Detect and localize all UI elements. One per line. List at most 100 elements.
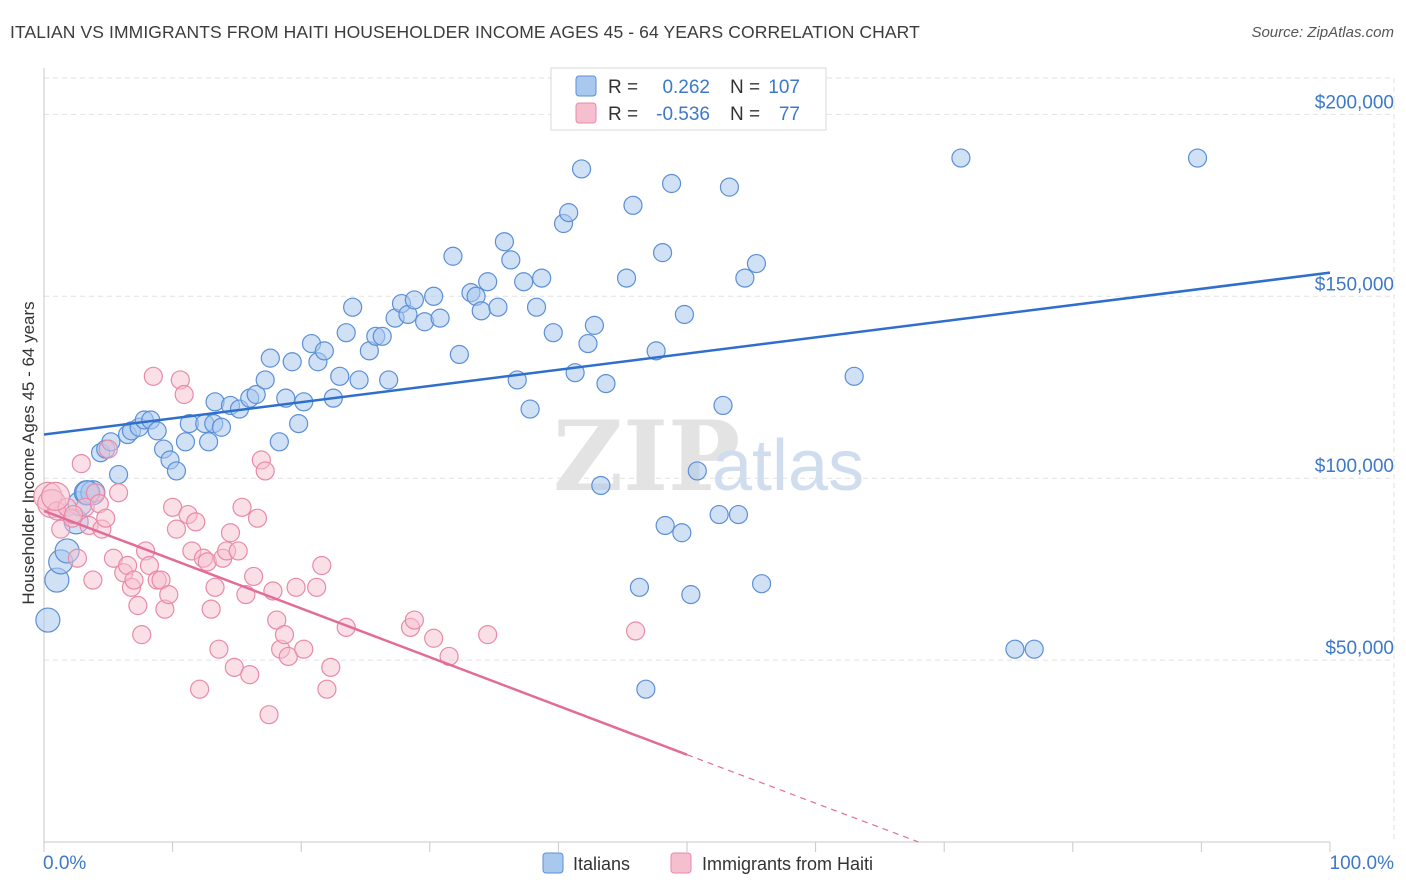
haiti-trend-line xyxy=(43,509,688,756)
haiti-point-37 xyxy=(186,512,206,532)
haiti-point-38 xyxy=(190,679,210,699)
haiti-point-61 xyxy=(278,646,298,667)
italians-point-17 xyxy=(147,421,167,441)
haiti-point-51 xyxy=(240,665,260,685)
italians-point-77 xyxy=(578,333,598,354)
italians-point-98 xyxy=(746,253,767,274)
italians-point-43 xyxy=(330,366,350,386)
y-tick-labels: $50,000 $100,000 $150,000 $200,000 xyxy=(1315,92,1394,659)
legend-swatch-haiti xyxy=(575,102,597,124)
italians-point-104 xyxy=(1187,148,1208,168)
italians-point-86 xyxy=(652,243,673,263)
bottom-legend-label-haiti: Immigrants from Haiti xyxy=(702,854,873,874)
bottom-legend-label-italians: Italians xyxy=(573,854,630,874)
italians-point-54 xyxy=(404,290,424,310)
trend-lines xyxy=(43,271,1331,843)
italians-point-69 xyxy=(520,399,540,419)
italians-point-66 xyxy=(501,250,521,270)
series-italians-points xyxy=(35,148,1208,699)
haiti-point-75 xyxy=(40,481,71,511)
italians-point-94 xyxy=(713,395,733,416)
italians-point-34 xyxy=(269,432,289,452)
y-tick-label-1: $100,000 xyxy=(1315,456,1394,477)
haiti-point-74 xyxy=(625,621,646,641)
y-axis-label: Householder Income Ages 45 - 64 years xyxy=(19,301,38,604)
haiti-point-43 xyxy=(209,639,229,659)
italians-point-37 xyxy=(289,414,309,434)
italians-point-10 xyxy=(108,464,129,485)
italians-point-81 xyxy=(616,268,637,288)
haiti-point-48 xyxy=(228,541,248,561)
italians-point-97 xyxy=(735,268,755,288)
haiti-point-42 xyxy=(205,577,225,597)
italians-point-89 xyxy=(674,304,695,325)
haiti-point-55 xyxy=(255,461,275,481)
italians-point-24 xyxy=(199,432,219,452)
legend-n-label-2: N = xyxy=(730,104,760,125)
x-tick-label-max: 100.0% xyxy=(1330,853,1395,874)
italians-point-26 xyxy=(211,417,232,437)
italians-point-21 xyxy=(175,432,196,452)
italians-point-64 xyxy=(488,297,508,317)
italians-point-99 xyxy=(751,574,772,594)
legend-n-label-1: N = xyxy=(730,77,760,98)
bottom-legend-swatch-haiti xyxy=(670,852,692,874)
italians-point-103 xyxy=(1024,639,1044,659)
haiti-trend-line-extrapolated xyxy=(686,754,919,843)
haiti-point-15 xyxy=(98,439,118,459)
italians-point-20 xyxy=(166,461,187,481)
haiti-point-23 xyxy=(132,625,152,645)
italians-point-100 xyxy=(844,366,864,386)
italians-trend-line xyxy=(43,271,1331,436)
haiti-point-67 xyxy=(321,657,341,677)
haiti-point-31 xyxy=(163,497,183,517)
haiti-point-60 xyxy=(274,625,295,645)
italians-point-31 xyxy=(246,384,266,405)
italians-point-70 xyxy=(526,297,547,317)
haiti-point-46 xyxy=(220,523,241,543)
haiti-point-76 xyxy=(63,504,84,525)
haiti-point-14 xyxy=(96,508,116,528)
haiti-point-21 xyxy=(124,570,144,590)
italians-point-102 xyxy=(1005,639,1025,659)
legend-n-value-2: 77 xyxy=(779,104,800,125)
top-legend-box xyxy=(550,67,827,131)
haiti-point-22 xyxy=(128,595,148,616)
italians-point-72 xyxy=(543,323,563,343)
chart-title: ITALIAN VS IMMIGRANTS FROM HAITI HOUSEHO… xyxy=(10,22,920,42)
italians-point-85 xyxy=(646,341,666,361)
italians-point-78 xyxy=(584,315,605,335)
legend-r-value-1: 0.262 xyxy=(662,77,710,98)
haiti-point-7 xyxy=(71,454,91,474)
haiti-point-30 xyxy=(159,585,179,605)
italians-point-33 xyxy=(260,348,280,368)
haiti-point-53 xyxy=(247,508,268,528)
haiti-point-70 xyxy=(404,610,424,630)
haiti-point-62 xyxy=(286,577,306,597)
italians-point-44 xyxy=(336,323,356,343)
italians-point-93 xyxy=(709,504,729,525)
italians-point-59 xyxy=(449,344,469,365)
italians-point-45 xyxy=(343,297,363,317)
legend-n-value-1: 107 xyxy=(768,77,800,98)
watermark-atlas: atlas xyxy=(712,426,864,506)
italians-point-74 xyxy=(559,203,579,223)
haiti-point-17 xyxy=(108,483,129,503)
y-tick-label-2: $150,000 xyxy=(1315,274,1394,295)
italians-point-68 xyxy=(514,272,534,292)
haiti-point-49 xyxy=(232,497,252,517)
x-tick-label-min: 0.0% xyxy=(43,853,86,874)
haiti-point-63 xyxy=(294,639,314,659)
italians-point-46 xyxy=(349,370,369,390)
italians-point-91 xyxy=(681,585,701,605)
italians-point-62 xyxy=(471,301,491,321)
italians-point-80 xyxy=(596,374,616,394)
italians-point-56 xyxy=(424,286,444,306)
legend-r-value-2: -0.536 xyxy=(656,104,710,125)
watermark-zip: ZIP xyxy=(553,400,740,513)
italians-point-83 xyxy=(629,577,650,597)
italians-point-79 xyxy=(591,475,611,496)
y-tick-label-0: $50,000 xyxy=(1325,638,1394,659)
italians-point-101 xyxy=(951,148,971,168)
